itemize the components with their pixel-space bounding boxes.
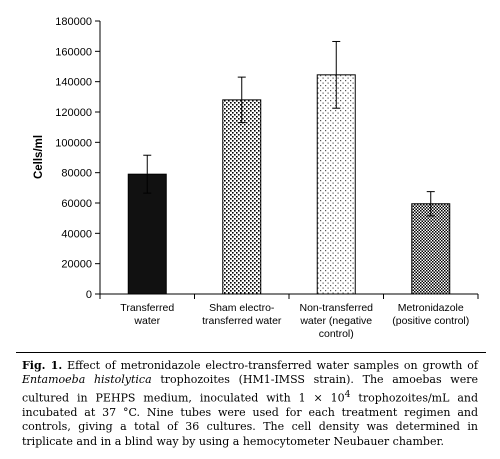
caption-label: Fig. 1. xyxy=(22,359,63,372)
caption-text-3: trophozoites/mL and incubated at 37 °C. … xyxy=(22,391,479,448)
y-tick-label-8: 160000 xyxy=(55,46,92,58)
y-axis-title: Cells/ml xyxy=(33,135,45,179)
y-tick-label-0: 0 xyxy=(86,289,92,301)
caption-text-1: Effect of metronidazole electro-transfer… xyxy=(62,359,478,372)
bar-chart: Transferred water Sham electro-transferred… xyxy=(33,16,479,340)
caption-text-2: trophozoites (HM1-IMSS strain). The amoe… xyxy=(22,373,478,405)
caption-divider xyxy=(16,352,486,353)
y-tick-label-5: 100000 xyxy=(55,137,92,149)
y-tick-label-6: 120000 xyxy=(55,107,92,119)
y-tick-label-1: 20000 xyxy=(61,259,92,271)
y-tick-label-2: 40000 xyxy=(61,228,92,240)
x-tick-label-1: Transferred water xyxy=(120,302,174,327)
x-tick-label-4: Metronidazole (positive control) xyxy=(392,302,469,327)
figure-caption: Fig. 1. Effect of metronidazole electro-… xyxy=(22,359,478,449)
caption-species: Entamoeba histolytica xyxy=(22,373,152,387)
caption-superscript: 4 xyxy=(344,388,351,400)
y-tick-label-9: 180000 xyxy=(55,16,92,28)
bar-1 xyxy=(127,173,167,295)
y-tick-label-4: 80000 xyxy=(61,168,92,180)
bar-4 xyxy=(411,203,451,295)
bar-3 xyxy=(316,74,356,295)
x-tick-label-3: Non-transferred water (negative control) xyxy=(299,302,373,340)
y-tick-label-7: 140000 xyxy=(55,77,92,89)
bar-2 xyxy=(222,99,262,295)
x-tick-label-2: Sham electro-transferred water xyxy=(202,302,282,327)
y-tick-label-3: 60000 xyxy=(61,198,92,210)
